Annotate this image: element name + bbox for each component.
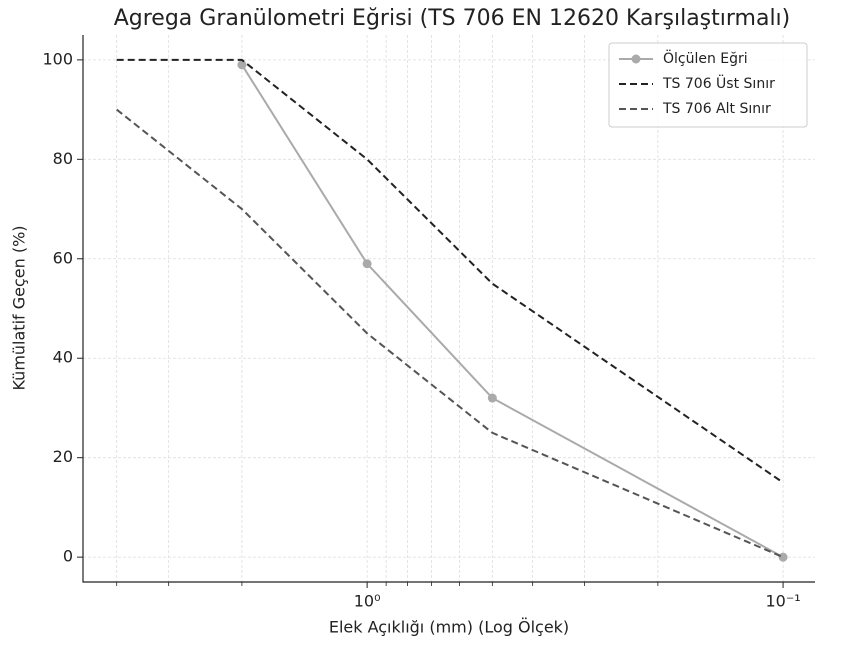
data-point — [487, 393, 497, 403]
x-axis-label: Elek Açıklığı (mm) (Log Ölçek) — [329, 618, 569, 637]
legend-label: TS 706 Alt Sınır — [662, 101, 771, 117]
legend-marker — [631, 54, 641, 64]
data-point — [778, 552, 788, 562]
y-axis-label: Kümülatif Geçen (%) — [10, 225, 29, 390]
data-point — [237, 60, 247, 70]
legend-label: Ölçülen Eğri — [663, 49, 748, 67]
data-point — [362, 259, 372, 269]
y-tick-label: 80 — [53, 149, 73, 168]
chart-title: Agrega Granülometri Eğrisi (TS 706 EN 12… — [114, 6, 791, 31]
x-tick-label: 10⁰ — [354, 592, 381, 611]
legend-box — [608, 42, 808, 128]
series-line — [116, 108, 784, 559]
y-tick-label: 20 — [53, 447, 73, 466]
series-line — [241, 64, 784, 559]
axes-frame — [82, 35, 815, 583]
series-line — [116, 58, 784, 484]
y-tick-label: 60 — [53, 248, 73, 267]
y-tick-label: 100 — [42, 49, 73, 68]
x-tick-label: 10⁻¹ — [765, 592, 800, 611]
legend-label: TS 706 Üst Sınır — [662, 74, 775, 92]
y-tick-label: 40 — [53, 348, 73, 367]
y-tick-label: 0 — [63, 547, 73, 566]
